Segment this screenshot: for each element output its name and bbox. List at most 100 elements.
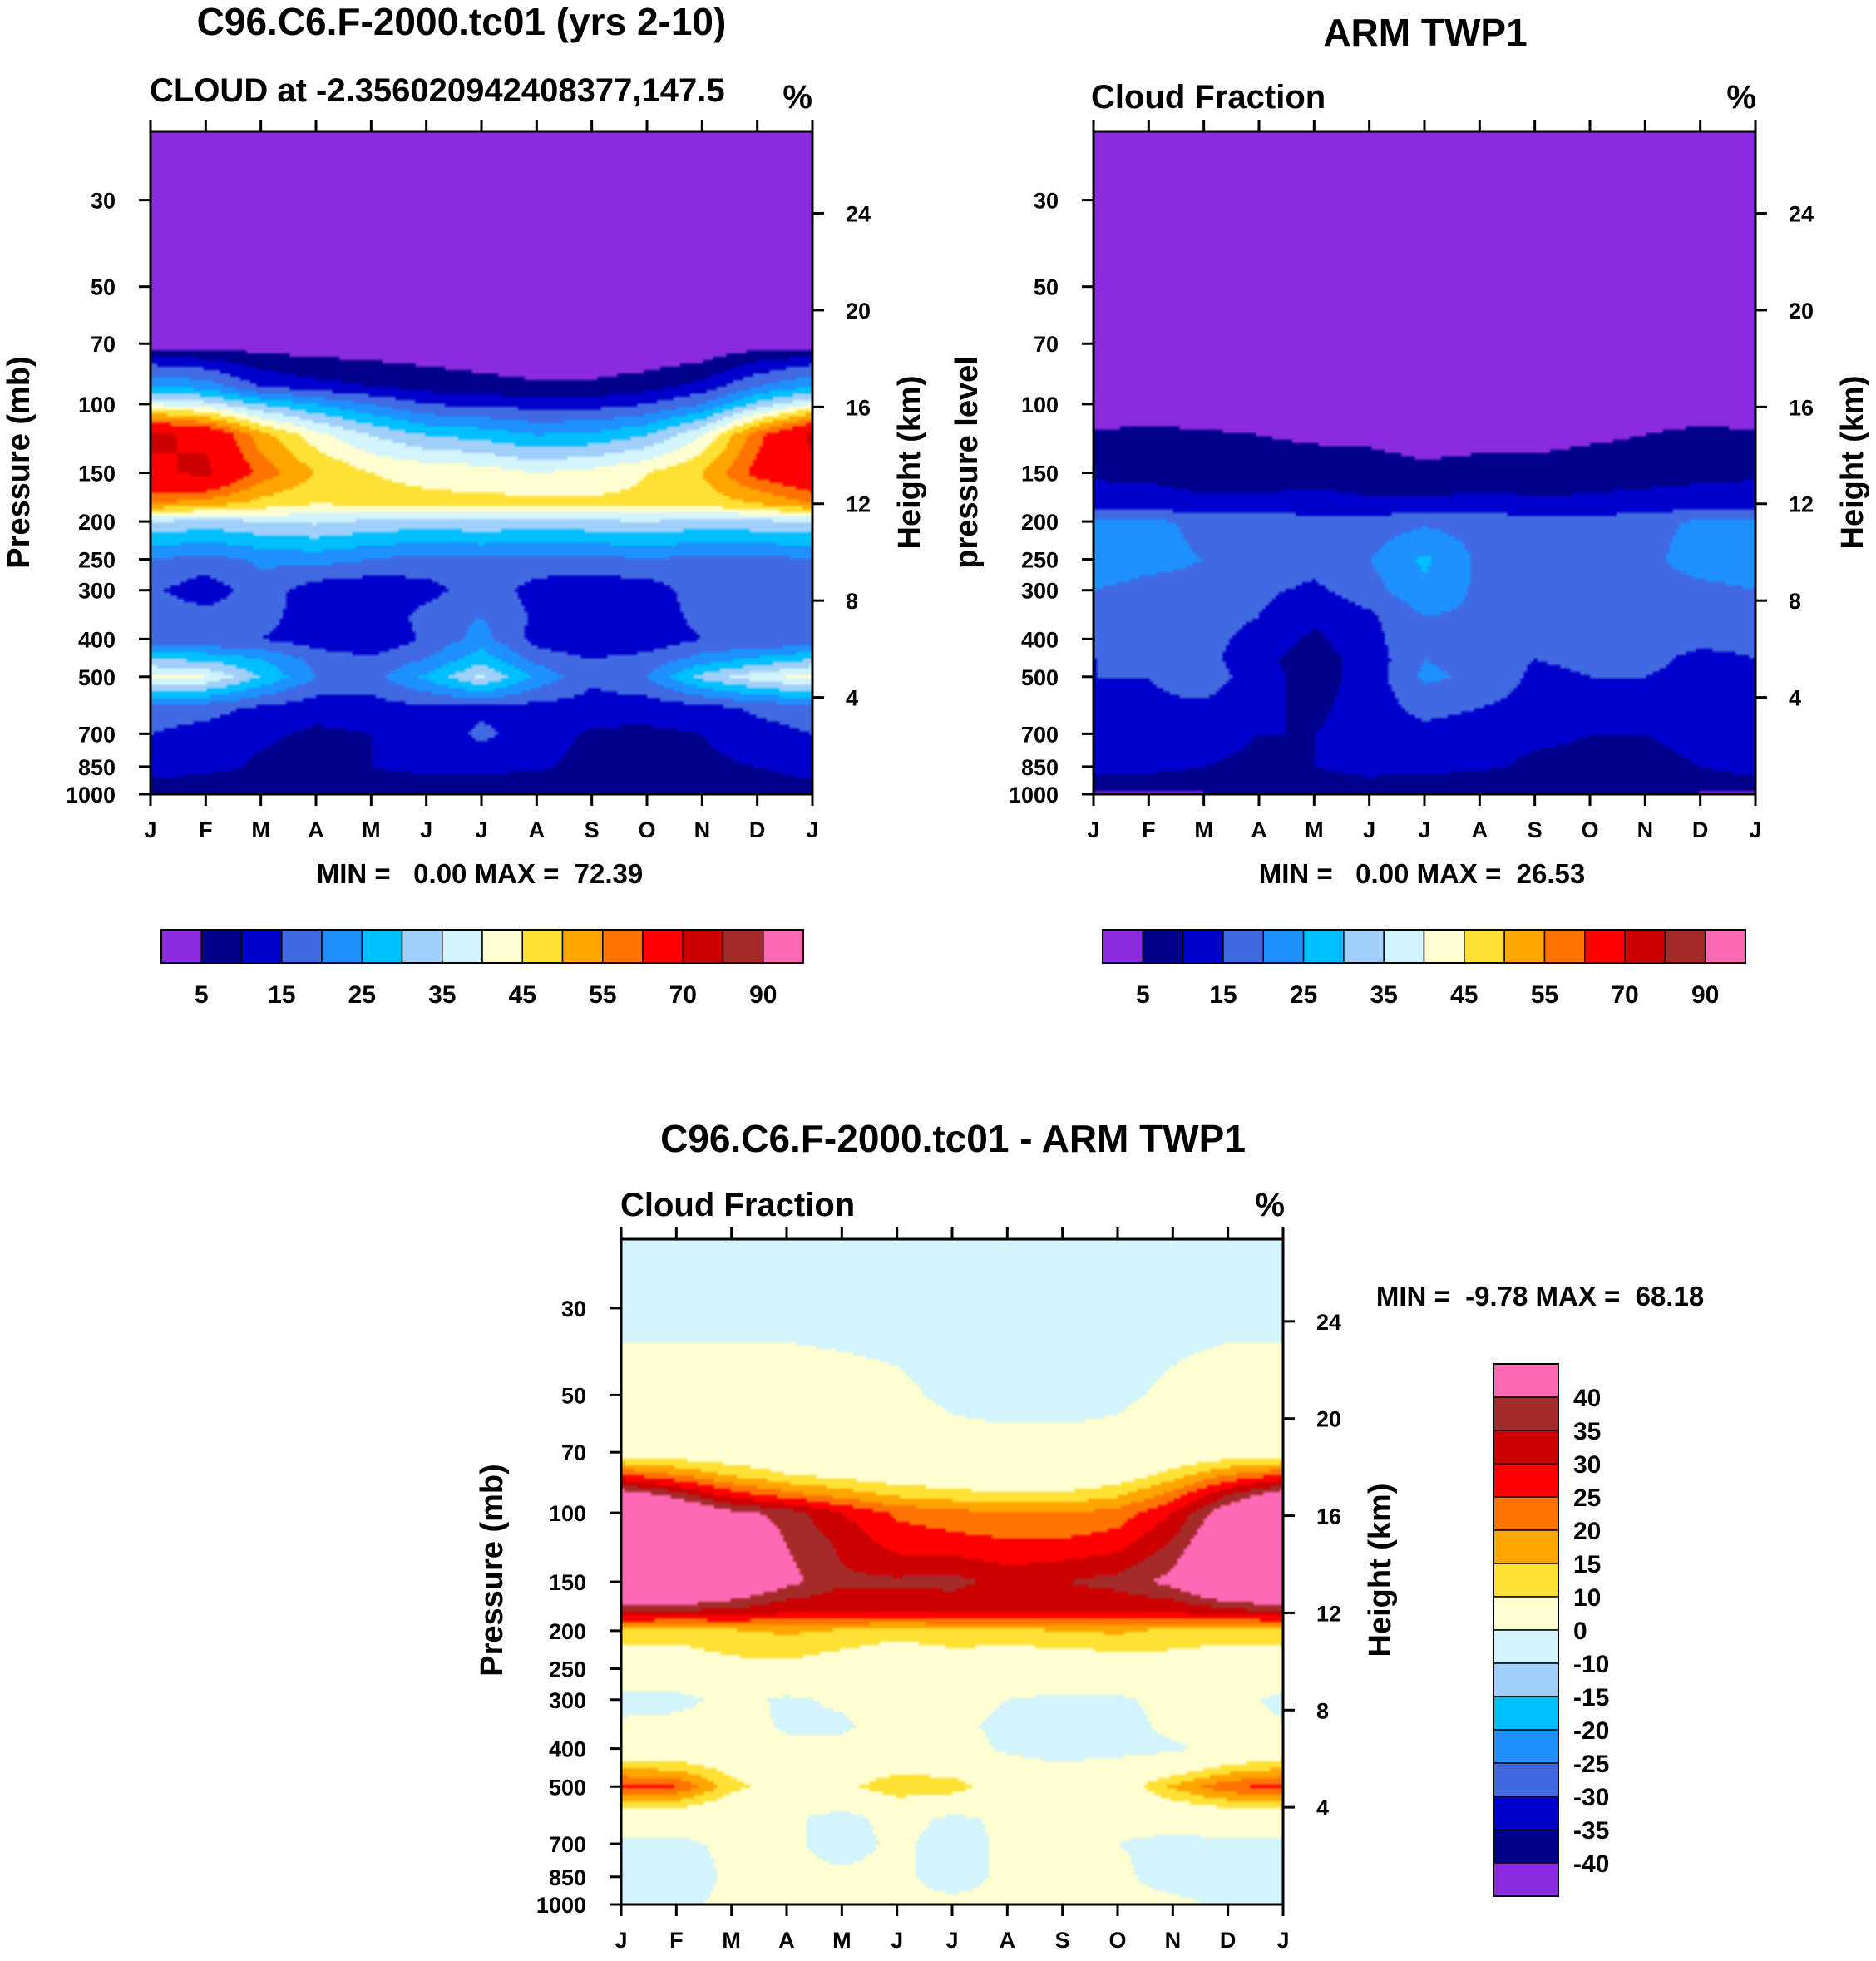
panel-observation-contour-plot: J F M A M J J A S O N D J 30 50 70 100 150 200 250 300 400 500…	[1009, 120, 1814, 842]
difference-y-tick-label: 200	[549, 1619, 586, 1644]
model-colorbar-label: 90	[749, 981, 777, 1009]
difference-x-tick-label: J	[1276, 1928, 1289, 1953]
observation-colorbar-label: 45	[1450, 981, 1478, 1009]
model-x-tick-label: A	[529, 817, 546, 842]
difference-y-right-tick-label: 12	[1316, 1601, 1341, 1626]
difference-colorbar-label: -10	[1573, 1651, 1609, 1678]
model-colorbar-box	[722, 929, 764, 964]
observation-y-right-tick-label: 16	[1789, 395, 1814, 420]
model-x-tick-label: S	[585, 817, 600, 842]
panel-difference-units-label: %	[1255, 1187, 1285, 1223]
difference-y-tick-label: 30	[561, 1297, 586, 1321]
difference-colorbar-box	[1493, 1430, 1559, 1465]
model-y-tick-label: 1000	[66, 783, 116, 808]
difference-y-right-tick-label: 4	[1316, 1796, 1329, 1820]
observation-colorbar-label: 5	[1136, 981, 1150, 1009]
difference-colorbar-box	[1493, 1829, 1559, 1864]
difference-colorbar-box	[1493, 1862, 1559, 1897]
difference-colorbar-box	[1493, 1662, 1559, 1697]
model-colorbar-label: 25	[348, 981, 376, 1009]
model-x-tick-label: J	[806, 817, 818, 842]
observation-y-right-tick-label: 20	[1789, 299, 1814, 324]
difference-colorbar-label: 30	[1573, 1451, 1601, 1479]
panel-observation-variable-label: Cloud Fraction	[1091, 79, 1326, 116]
observation-colorbar-box	[1102, 929, 1144, 964]
model-y-right-tick-label: 4	[846, 686, 858, 711]
observation-colorbar-box	[1383, 929, 1425, 964]
model-colorbar-box	[561, 929, 604, 964]
model-x-tick-label: J	[144, 817, 156, 842]
observation-y-tick-label: 1000	[1009, 783, 1059, 808]
panel-difference-variable-label: Cloud Fraction	[620, 1187, 855, 1223]
observation-y-tick-label: 100	[1021, 393, 1059, 417]
observation-x-tick-label: D	[1692, 817, 1709, 842]
observation-colorbar-box	[1423, 929, 1465, 964]
model-colorbar-box	[321, 929, 363, 964]
difference-y-tick-label: 500	[549, 1775, 586, 1800]
observation-x-tick-label: N	[1637, 817, 1654, 842]
model-colorbar-box	[361, 929, 403, 964]
observation-colorbar-frame	[1102, 929, 1746, 964]
observation-x-tick-label: A	[1251, 817, 1267, 842]
difference-colorbar-label: -15	[1573, 1684, 1609, 1712]
observation-x-tick-label: M	[1194, 817, 1213, 842]
difference-colorbar-label: 10	[1573, 1584, 1601, 1612]
model-x-tick-label: N	[694, 817, 711, 842]
observation-colorbar-label: 25	[1290, 981, 1317, 1009]
difference-colorbar-label: 25	[1573, 1484, 1601, 1512]
observation-y-tick-label: 70	[1034, 332, 1059, 357]
model-colorbar-label: 35	[428, 981, 456, 1009]
panel-model: C96.C6.F-2000.tc01 (yrs 2-10) CLOUD at -…	[2, 0, 927, 1009]
observation-colorbar-label: 70	[1611, 981, 1638, 1009]
observation-colorbar-box	[1262, 929, 1305, 964]
difference-colorbar-label: 15	[1573, 1551, 1601, 1578]
difference-colorbar-label: -35	[1573, 1817, 1609, 1845]
observation-y-right-tick-label: 8	[1789, 589, 1801, 614]
model-colorbar-box	[240, 929, 283, 964]
difference-colorbar-box	[1493, 1463, 1559, 1498]
observation-colorbar-box	[1624, 929, 1666, 964]
observation-x-tick-label: O	[1581, 817, 1598, 842]
observation-colorbar-box	[1302, 929, 1345, 964]
observation-x-tick-label: J	[1418, 817, 1430, 842]
model-y-right-tick-label: 8	[846, 589, 858, 614]
difference-colorbar-label: 0	[1573, 1618, 1587, 1645]
observation-colorbar-box	[1142, 929, 1184, 964]
difference-colorbar-box	[1493, 1596, 1559, 1631]
observation-y-tick-label: 400	[1021, 627, 1059, 652]
model-x-tick-label: J	[420, 817, 432, 842]
difference-y-right-tick-label: 24	[1316, 1310, 1341, 1335]
model-y-right-tick-label: 24	[846, 201, 871, 226]
model-y-right-tick-label: 20	[846, 299, 871, 324]
panel-model-y-axis-label: Pressure (mb)	[2, 356, 37, 569]
difference-x-tick-label: A	[778, 1928, 795, 1953]
model-colorbar-box	[481, 929, 523, 964]
panel-difference-y-axis-label: Pressure (mb)	[475, 1464, 510, 1677]
difference-x-tick-label: M	[832, 1928, 852, 1953]
difference-y-tick-label: 250	[549, 1657, 586, 1682]
difference-contour-fill	[621, 1239, 1283, 1904]
observation-y-tick-label: 700	[1021, 722, 1059, 747]
panel-difference-min-max: MIN = -9.78 MAX = 68.18	[1376, 1281, 1704, 1311]
model-colorbar-box	[642, 929, 684, 964]
difference-colorbar-box	[1493, 1396, 1559, 1431]
model-colorbar-frame	[160, 929, 804, 964]
observation-y-right-tick-label: 4	[1789, 686, 1801, 711]
difference-y-tick-label: 400	[549, 1737, 586, 1762]
difference-x-tick-label: M	[722, 1928, 741, 1953]
model-y-tick-label: 850	[78, 755, 116, 780]
difference-y-tick-label: 850	[549, 1865, 586, 1890]
observation-colorbar-box	[1343, 929, 1385, 964]
observation-y-tick-label: 150	[1021, 461, 1059, 486]
difference-x-tick-label: O	[1108, 1928, 1126, 1953]
panel-difference-contour-plot: J F M A M J J A S O N D J 30 50 70 100 150 200 250 300 400 500…	[536, 1227, 1341, 1953]
observation-y-tick-label: 500	[1021, 665, 1059, 690]
observation-y-tick-label: 850	[1021, 755, 1059, 780]
panel-observation-colorbar: 5 15 25 35 45 55 70 90	[1102, 929, 1746, 1009]
difference-colorbar-box	[1493, 1496, 1559, 1531]
observation-y-right-tick-label: 12	[1789, 492, 1814, 517]
model-colorbar-label: 70	[669, 981, 697, 1009]
observation-x-tick-label: J	[1749, 817, 1761, 842]
panel-model-contour-plot: J F M A M J J A S O N D J 30 50 70 100 150 200 250 300 400 500…	[66, 120, 871, 842]
